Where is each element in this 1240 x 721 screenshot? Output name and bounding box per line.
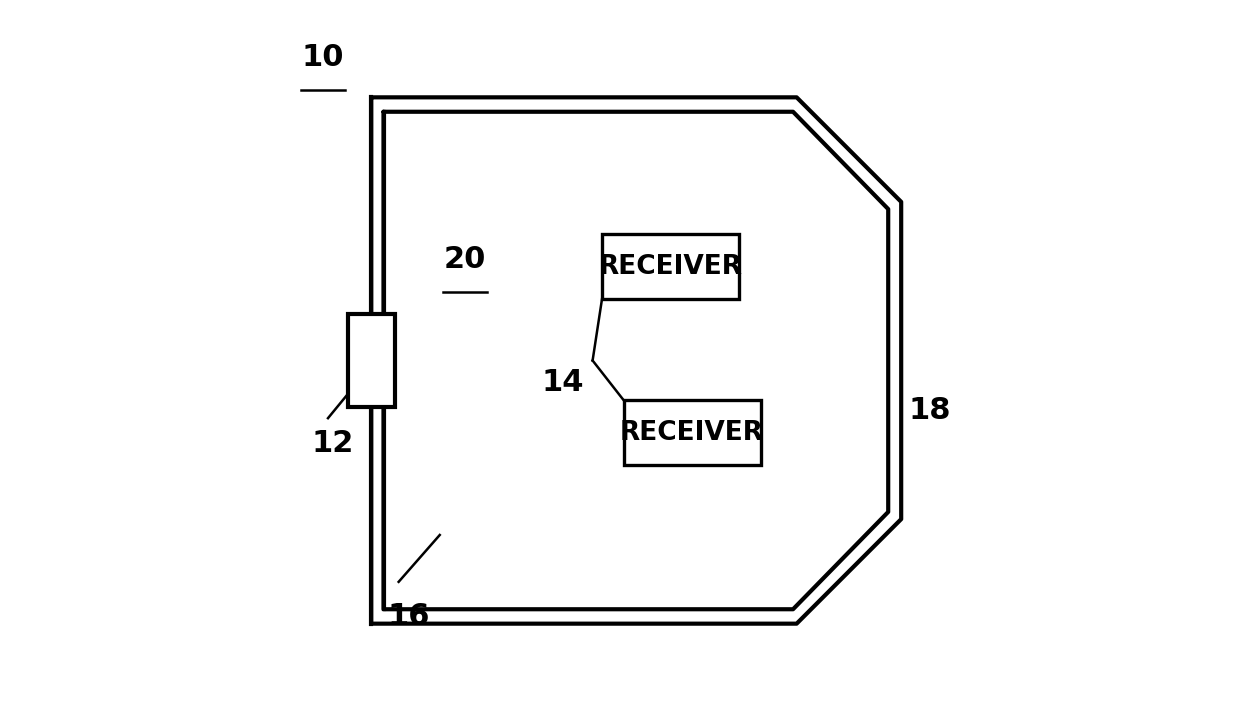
- Text: RECEIVER: RECEIVER: [599, 254, 743, 280]
- Bar: [624, 400, 760, 465]
- Text: 10: 10: [301, 43, 343, 72]
- Bar: [348, 314, 394, 407]
- Bar: [601, 234, 739, 299]
- Text: 12: 12: [311, 429, 353, 458]
- Text: 16: 16: [388, 602, 430, 631]
- Text: 20: 20: [444, 245, 486, 274]
- Text: RECEIVER: RECEIVER: [620, 420, 764, 446]
- Text: 18: 18: [909, 397, 951, 425]
- Text: 14: 14: [542, 368, 584, 397]
